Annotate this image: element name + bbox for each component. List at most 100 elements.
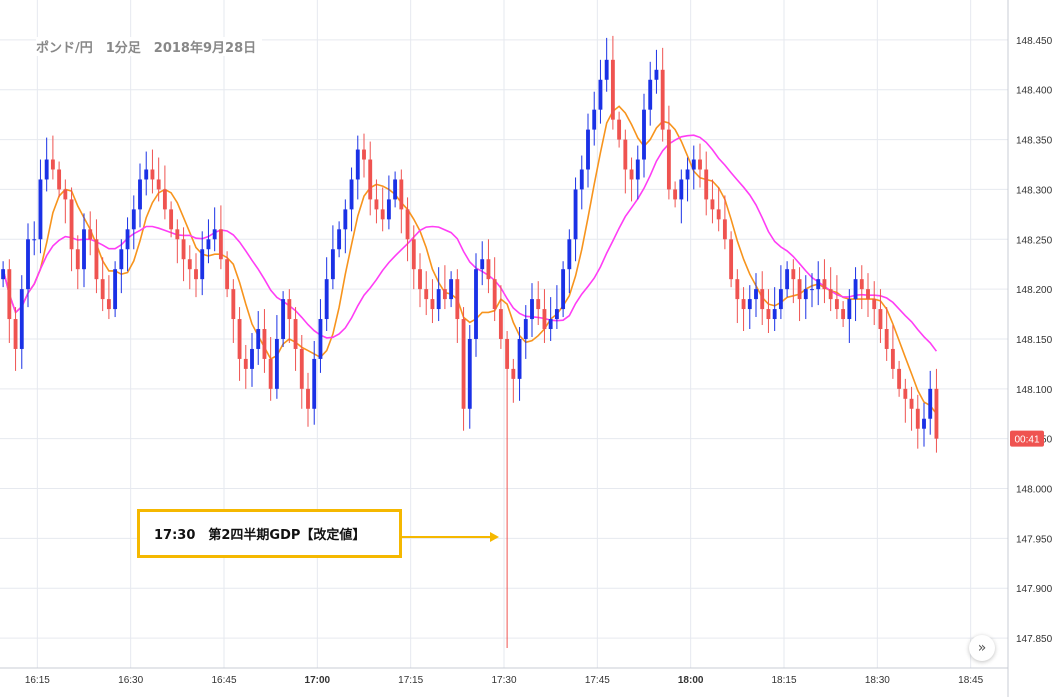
price-tick-label: 147.850 (1016, 634, 1053, 645)
candle-body (834, 299, 839, 310)
candle-body (691, 159, 696, 170)
time-tick-label: 17:00 (305, 675, 331, 686)
candle-body (461, 319, 466, 409)
candle-body (536, 299, 541, 310)
candle-body (131, 209, 136, 230)
candle-body (218, 229, 223, 260)
candle-body (797, 279, 802, 300)
candle-body (38, 179, 43, 240)
grid-lines (0, 0, 1008, 668)
chart-title: ポンド/円 1分足 2018年9月28日 (36, 37, 263, 56)
candle-body (324, 279, 329, 320)
candle-body (293, 319, 298, 349)
candle-body (579, 169, 584, 190)
candle-body (673, 189, 678, 200)
candle-body (654, 69, 659, 80)
candle-body (355, 149, 360, 180)
price-tick-label: 148.000 (1016, 485, 1053, 496)
candles (1, 35, 939, 649)
candle-body (716, 209, 721, 220)
candle-body (449, 279, 454, 300)
candle-body (13, 319, 18, 349)
candle-body (685, 169, 690, 180)
time-tick-label: 16:15 (25, 675, 50, 686)
price-axis[interactable]: 147.850147.900147.950148.000148.050148.1… (1007, 0, 1056, 697)
candle-body (635, 159, 640, 180)
time-tick-label: 17:30 (491, 675, 516, 686)
candle-body (822, 279, 827, 290)
candle-body (903, 388, 908, 399)
candle-body (660, 69, 665, 130)
candle-body (169, 209, 174, 230)
candle-body (573, 189, 578, 240)
last-price-badge-label: 00:41 (1014, 435, 1039, 446)
arrow-head (490, 532, 499, 542)
candle-body (75, 249, 80, 270)
candle-body (455, 279, 460, 320)
candle-body (754, 289, 758, 300)
candle-body (586, 129, 590, 170)
candle-body (642, 109, 646, 160)
candle-body (548, 319, 553, 330)
price-tick-label: 148.300 (1016, 185, 1053, 196)
candle-body (610, 59, 615, 120)
candle-body (63, 189, 68, 200)
time-tick-label: 16:45 (211, 675, 236, 686)
candle-body (1, 269, 6, 280)
candle-body (623, 139, 628, 170)
candle-body (847, 299, 852, 320)
candle-body (144, 169, 149, 180)
candle-body (424, 289, 429, 300)
candle-body (162, 189, 167, 210)
candle-body (150, 169, 155, 180)
candle-body (872, 299, 877, 310)
candle-body (760, 289, 765, 310)
candle-body (772, 309, 777, 320)
candle-body (890, 348, 895, 369)
candle-body (729, 239, 734, 280)
time-tick-label: 18:30 (865, 675, 890, 686)
candle-body (386, 199, 391, 220)
candle-body (250, 348, 254, 369)
time-tick-label: 18:45 (958, 675, 983, 686)
candle-body (337, 229, 342, 250)
candle-body (866, 289, 870, 300)
candle-body (430, 299, 435, 310)
candle-body (411, 239, 416, 270)
candle-body (330, 249, 335, 280)
price-tick-label: 148.400 (1016, 86, 1053, 97)
candle-body (530, 299, 534, 320)
candle-body (542, 309, 547, 330)
candle-body (19, 289, 24, 349)
candle-body (362, 149, 366, 160)
candle-body (617, 119, 622, 140)
time-axis[interactable]: 16:15 16:30 16:45 17:00 17:15 17:30 17:45 18:00… (0, 667, 1008, 686)
long-ma-line (2, 134, 938, 352)
scroll-to-realtime-button[interactable]: » (969, 635, 995, 661)
candle-body (859, 279, 864, 290)
candle-body (405, 209, 410, 240)
double-chevron-right-icon: » (977, 640, 987, 656)
candle-body (554, 309, 559, 320)
candle-body (262, 329, 267, 359)
candle-body (119, 249, 124, 270)
candle-body (828, 289, 833, 300)
candle-body (44, 159, 49, 180)
candle-body (175, 229, 180, 240)
candle-body (505, 338, 510, 369)
time-tick-label: 17:15 (398, 675, 423, 686)
candle-body (766, 309, 771, 320)
time-tick-label: 18:00 (678, 675, 704, 686)
price-axis-bg (1008, 0, 1056, 697)
candle-body (878, 309, 883, 330)
candle-body (268, 358, 273, 389)
price-tick-label: 148.100 (1016, 385, 1053, 396)
candle-body (735, 279, 740, 300)
candle-body (741, 299, 746, 310)
candle-body (237, 319, 242, 359)
candle-body (523, 319, 528, 339)
candle-body (498, 309, 503, 339)
candle-body (138, 179, 142, 210)
candle-body (629, 169, 634, 180)
